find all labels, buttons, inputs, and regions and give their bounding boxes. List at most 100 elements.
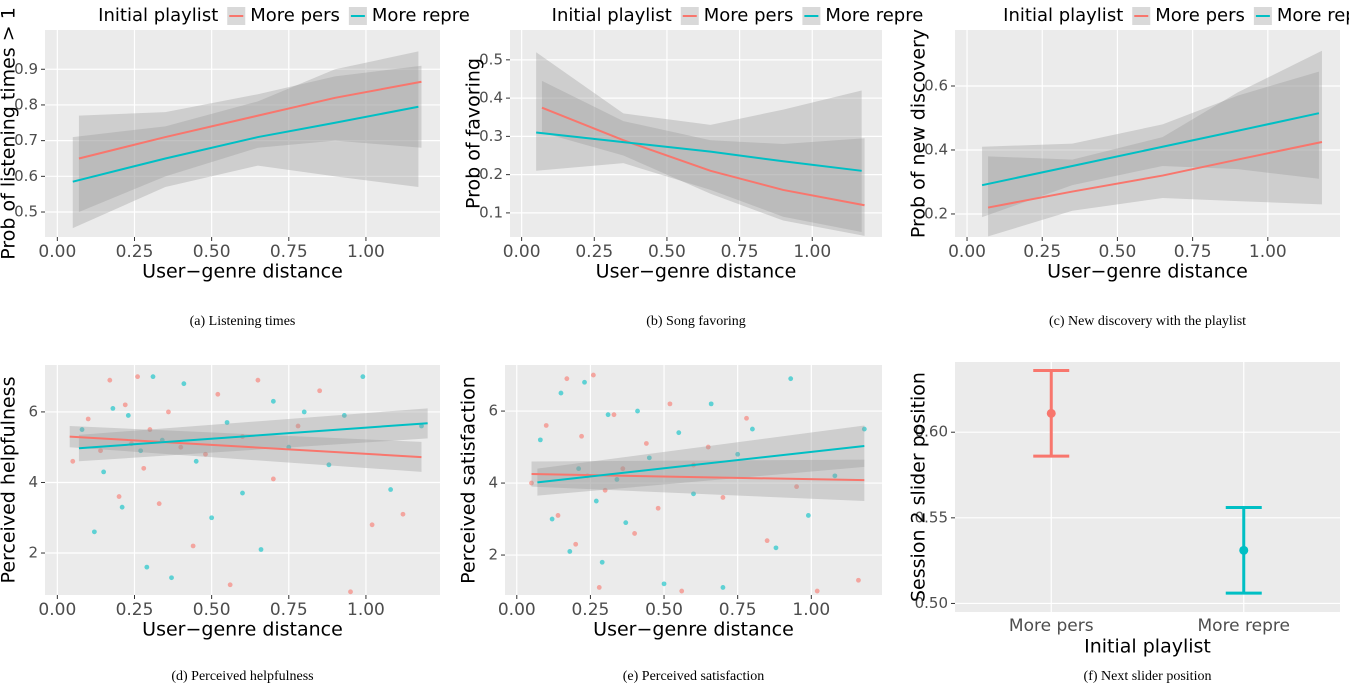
data-point [537,437,543,443]
data-point [91,529,97,535]
plot-background [955,362,1340,612]
y-tick-label: 4 [28,473,38,491]
data-point [643,441,649,446]
fit-line [536,131,862,172]
data-point [555,513,561,518]
y-tick-label: 0.2 [924,204,948,222]
confidence-band [988,50,1322,237]
data-point [720,585,726,590]
y-tick-label: 0.4 [479,89,503,107]
data-point [599,559,605,565]
data-point [573,541,579,547]
x-axis-title: Initial playlist [1084,636,1211,658]
data-point [255,377,261,383]
data-point [529,480,534,486]
data-point [419,423,424,429]
x-tick-label: 0.75 [721,242,759,262]
data-point [676,430,682,436]
data-point [590,372,596,378]
data-point [141,465,147,471]
data-point [632,531,637,536]
data-point [317,388,323,394]
caption: (b) Song favoring [646,314,746,329]
confidence-band [982,71,1319,218]
data-point [270,476,276,482]
x-tick-label: 0.75 [270,600,308,620]
y-axis-title: Prob of new discovery [908,29,930,238]
caption: (c) New discovery with the playlist [1049,314,1246,329]
x-tick-label: 0.25 [116,600,154,620]
x-tick-label: 0.50 [193,242,231,262]
data-point [623,520,629,526]
data-point [814,588,820,594]
data-point [98,448,103,454]
data-point [125,413,131,418]
fit-line [987,140,1323,209]
legend-title: Initial playlist [1003,5,1123,26]
data-point [558,390,564,396]
data-point [144,564,150,570]
data-point [602,487,608,493]
legend-label: More pers [250,5,340,26]
confidence-band [69,426,422,472]
data-point [181,381,187,387]
x-tick-label: 0.00 [38,242,76,262]
y-axis-title: Perceived satisfaction [458,376,480,584]
confidence-band [536,52,862,233]
confidence-band [541,80,865,236]
data-point [116,494,122,499]
x-tick-label: 0.75 [719,600,757,620]
x-tick-label: 0.25 [571,600,609,620]
x-tick-label: More pers [1009,616,1094,636]
data-point [856,577,861,583]
x-tick-label: 0.00 [498,600,536,620]
data-point [156,501,162,507]
data-point [209,515,215,521]
mean-point [1046,408,1056,418]
y-tick-label: 0.55 [915,508,948,526]
data-point [150,374,156,380]
data-point [614,477,620,482]
data-point [295,423,301,429]
data-point [224,420,230,425]
data-point [679,588,685,594]
data-point [166,409,171,415]
x-tick-label: 1.00 [347,600,385,620]
y-tick-label: 0.50 [915,594,948,612]
x-axis-title: User−genre distance [1047,261,1248,283]
fit-line [78,422,428,450]
caption: (e) Perceived satisfaction [623,669,765,684]
y-tick-label: 0.7 [14,131,38,149]
data-point [258,547,264,552]
data-point [667,401,673,407]
fit-line [72,105,419,183]
data-point [147,427,153,432]
y-axis-title: Prob of listening times > 1 [0,7,20,260]
caption: (f) Next slider position [1084,669,1212,684]
data-point [240,490,245,496]
x-tick-label: 1.00 [792,600,830,620]
data-point [326,462,332,468]
data-point [620,466,626,472]
caption: (a) Listening times [190,314,296,329]
data-point [107,377,113,383]
y-tick-label: 0.8 [14,95,38,113]
x-tick-label: 0.50 [648,242,686,262]
data-point [576,466,582,472]
data-point [79,427,85,432]
data-point [190,543,196,549]
data-point [611,412,617,418]
fit-line [981,112,1320,187]
x-tick-label: 0.25 [1023,242,1061,262]
x-tick-label: 0.25 [575,242,613,262]
y-tick-label: 6 [28,402,38,420]
y-tick-label: 0.6 [14,167,38,185]
x-axis-title: User−genre distance [596,261,797,283]
y-tick-label: 6 [488,402,498,420]
data-point [750,426,755,432]
data-point [794,484,799,490]
data-point [270,398,276,404]
legend-label: More repre [1277,5,1349,26]
legend-label: More pers [704,5,794,26]
